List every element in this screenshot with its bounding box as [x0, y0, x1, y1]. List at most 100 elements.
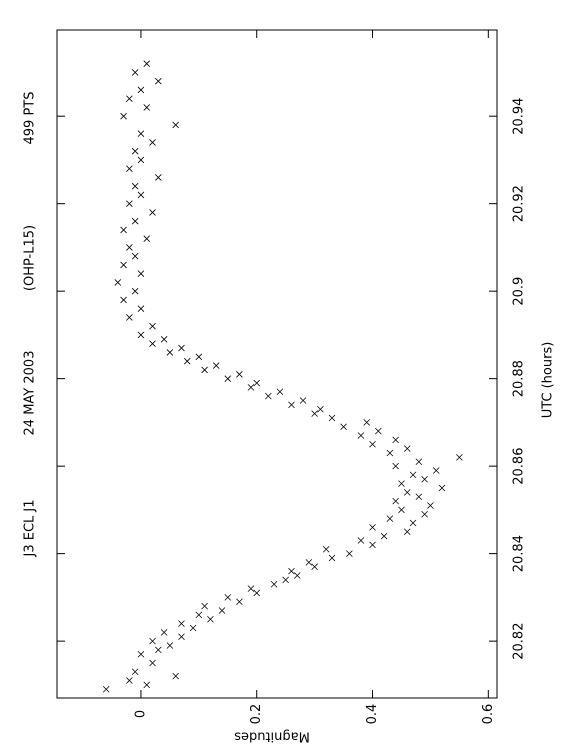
- x-axis-label: UTC (hours): [541, 342, 556, 419]
- point: [317, 405, 324, 413]
- point: [409, 519, 417, 527]
- point: [172, 672, 179, 680]
- point: [131, 217, 139, 225]
- point: [155, 77, 162, 85]
- point: [375, 427, 382, 435]
- y-tick-label: 0.6: [481, 704, 496, 725]
- point: [178, 620, 185, 627]
- point: [155, 174, 162, 181]
- point: [143, 681, 151, 689]
- point: [398, 480, 405, 487]
- point: [178, 633, 185, 641]
- point: [398, 506, 405, 514]
- point: [201, 366, 208, 374]
- annotation: 499 PTS: [23, 92, 38, 145]
- point: [131, 182, 139, 190]
- point: [195, 611, 203, 619]
- point: [340, 423, 347, 431]
- point: [346, 550, 353, 557]
- point: [114, 279, 122, 286]
- point: [415, 458, 423, 466]
- x-tick-label: 20.9: [512, 277, 527, 306]
- point: [160, 336, 168, 343]
- point: [403, 445, 411, 452]
- point: [386, 515, 394, 522]
- point: [120, 261, 127, 269]
- point: [120, 112, 127, 120]
- point: [131, 668, 139, 676]
- point: [415, 493, 423, 501]
- x-tick-label: 20.88: [512, 360, 527, 397]
- point: [357, 432, 365, 439]
- point: [149, 637, 156, 645]
- point: [403, 528, 411, 536]
- point: [137, 156, 145, 164]
- point: [207, 615, 214, 623]
- x-tick-label: 20.84: [512, 535, 527, 572]
- y-tick-label: 0.2: [249, 704, 264, 725]
- y-tick-label: 0.4: [365, 704, 380, 725]
- point: [357, 537, 365, 544]
- point: [131, 252, 139, 260]
- point: [421, 475, 428, 483]
- point: [369, 440, 376, 448]
- point: [236, 598, 243, 606]
- point: [409, 471, 417, 479]
- point: [282, 576, 289, 584]
- point: [201, 602, 208, 610]
- point: [328, 414, 336, 422]
- point: [126, 200, 133, 207]
- point: [137, 191, 145, 199]
- point: [380, 532, 388, 540]
- point: [311, 410, 318, 417]
- point: [247, 384, 255, 391]
- point: [143, 235, 151, 242]
- point: [126, 677, 133, 684]
- point: [276, 388, 284, 396]
- y-axis-label: Magnitudes: [234, 729, 310, 744]
- point: [427, 502, 434, 509]
- point: [456, 454, 463, 461]
- point: [137, 650, 145, 658]
- point: [253, 589, 261, 597]
- point: [178, 344, 185, 352]
- point: [126, 165, 133, 172]
- point: [218, 607, 226, 614]
- point: [369, 524, 376, 531]
- point: [311, 563, 318, 571]
- point: [137, 270, 145, 277]
- point: [149, 139, 156, 146]
- point: [369, 541, 376, 549]
- x-tick-label: 20.86: [512, 448, 527, 485]
- point: [247, 585, 255, 592]
- point: [392, 497, 399, 505]
- point: [183, 357, 191, 365]
- point: [195, 353, 203, 361]
- point: [224, 375, 232, 382]
- point: [137, 305, 145, 312]
- point: [149, 322, 156, 330]
- point: [137, 331, 145, 339]
- point: [328, 554, 336, 562]
- point: [126, 95, 133, 102]
- point: [149, 209, 156, 216]
- point: [126, 244, 133, 251]
- point: [155, 646, 162, 654]
- point: [288, 567, 295, 575]
- point: [392, 462, 399, 470]
- point: [212, 362, 220, 369]
- point: [166, 349, 174, 356]
- point: [120, 296, 127, 304]
- point: [322, 545, 330, 553]
- point: [270, 580, 278, 588]
- annotation: J3 ECL J1: [23, 499, 38, 557]
- x-tick-label: 20.94: [512, 98, 527, 135]
- point: [265, 392, 272, 400]
- point: [131, 69, 139, 76]
- point: [288, 401, 295, 409]
- point: [120, 226, 127, 234]
- point: [131, 147, 139, 155]
- y-tick-label: 0: [133, 710, 148, 718]
- point: [126, 314, 133, 321]
